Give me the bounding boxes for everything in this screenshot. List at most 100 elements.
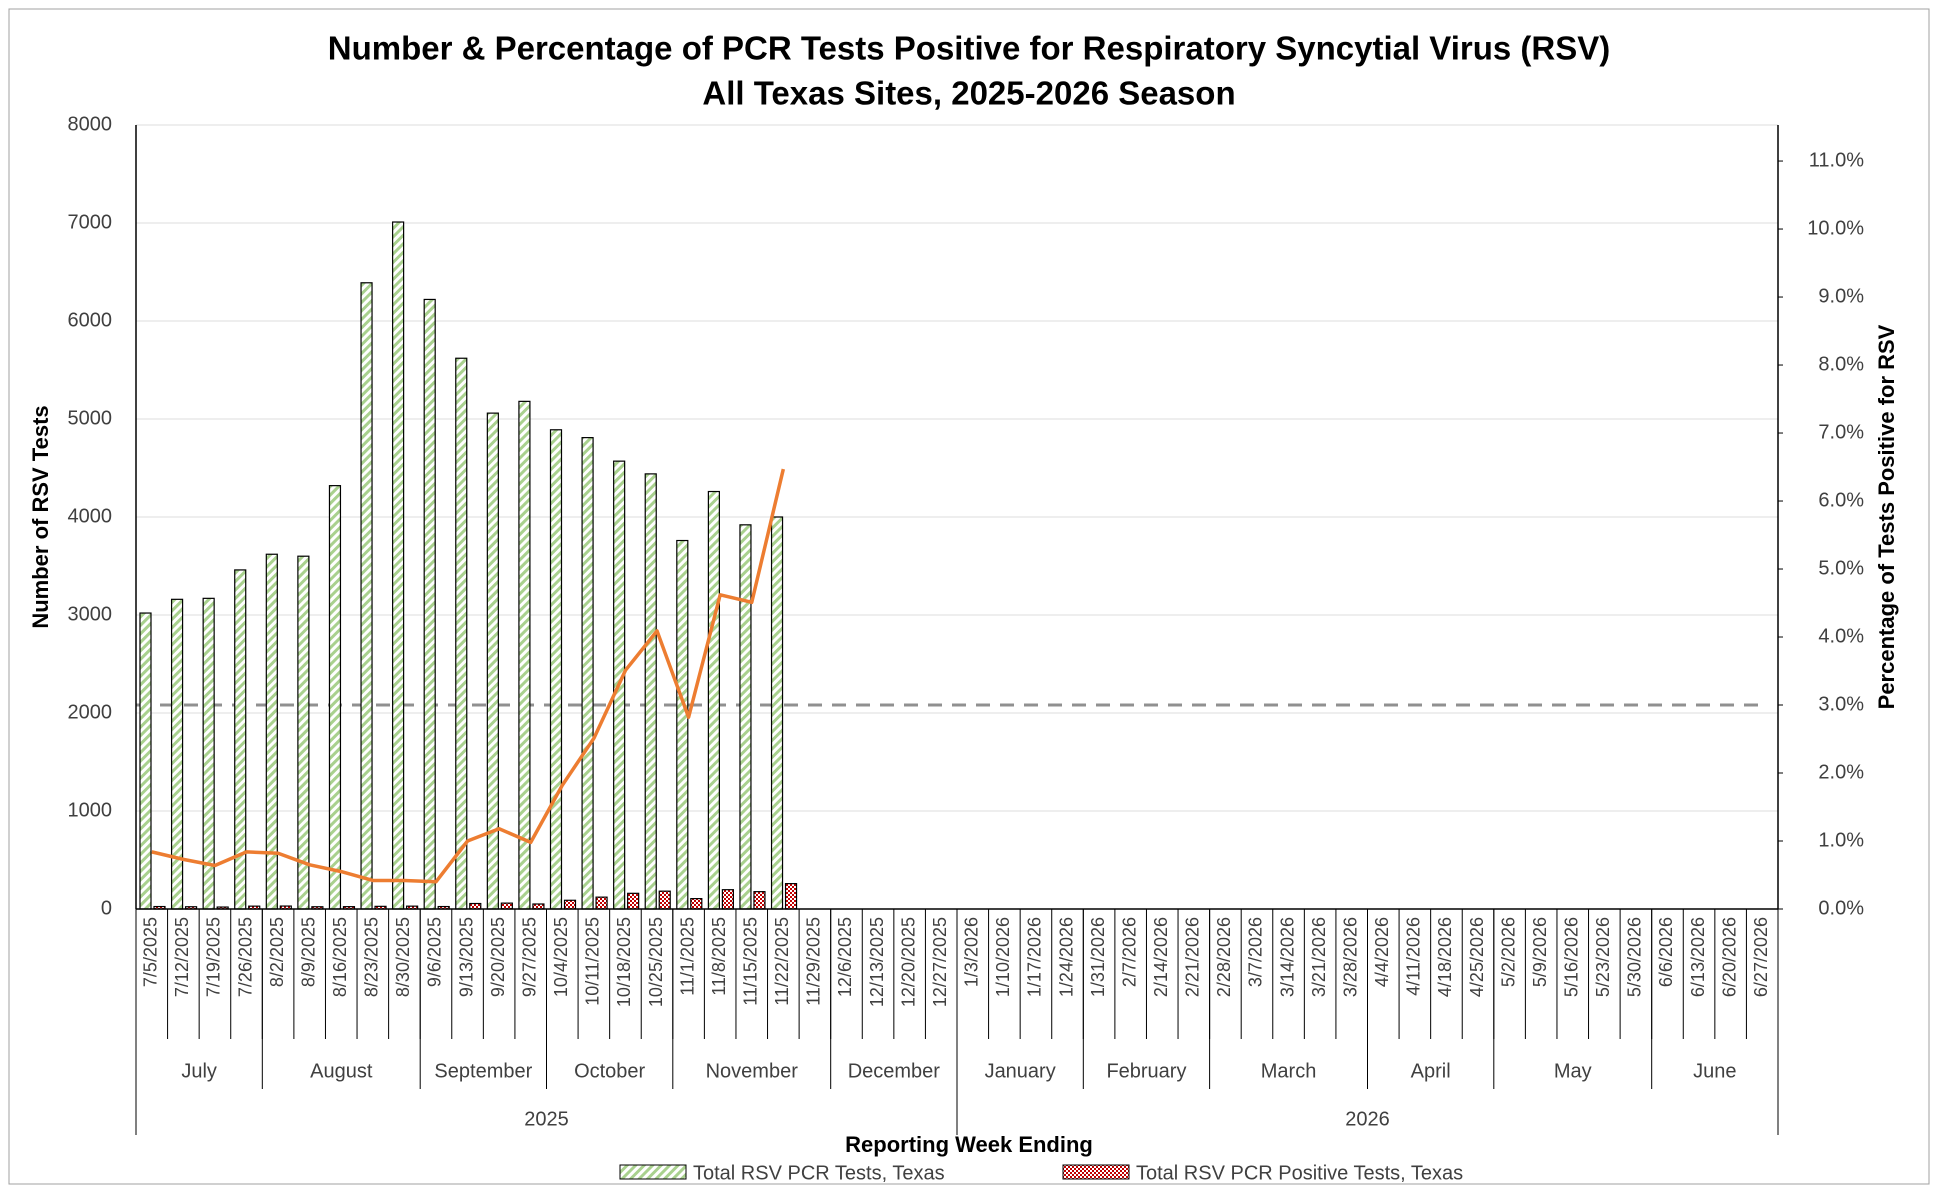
- x-tick-label: 10/18/2025: [614, 917, 634, 1007]
- x-tick-label: 10/4/2025: [551, 917, 571, 997]
- legend-label: Total RSV PCR Tests, Texas: [693, 1162, 945, 1184]
- x-tick-label: 5/23/2026: [1593, 917, 1613, 997]
- x-tick-label: 8/2/2025: [267, 917, 287, 987]
- bar: [297, 555, 310, 910]
- bar: [676, 539, 689, 910]
- chart-subtitle: All Texas Sites, 2025-2026 Season: [702, 75, 1235, 112]
- bar: [518, 400, 531, 910]
- x-tick-label: 7/26/2025: [235, 917, 255, 997]
- y2-tick-label: 3.0%: [1818, 693, 1864, 715]
- line: [151, 468, 786, 884]
- bar: [581, 437, 594, 910]
- x-tick-label: 10/11/2025: [583, 917, 603, 1006]
- y2-tick-label: 8.0%: [1818, 353, 1864, 375]
- x-tick-label: 3/14/2026: [1277, 917, 1297, 997]
- x-tick-label: 5/30/2026: [1625, 917, 1645, 997]
- x-axis-title: Reporting Week Ending: [845, 1132, 1093, 1157]
- x-tick-label: 12/27/2025: [930, 917, 950, 1007]
- y2-tick-label: 4.0%: [1818, 625, 1864, 647]
- month-label: November: [706, 1060, 799, 1082]
- x-tick-label: 7/19/2025: [204, 917, 224, 997]
- y-tick-label: 2000: [68, 701, 113, 723]
- bar: [707, 490, 720, 910]
- bar: [753, 891, 766, 910]
- bar: [595, 896, 608, 910]
- x-tick-label: 2/21/2026: [1183, 917, 1203, 997]
- y2-tick-label: 10.0%: [1807, 217, 1864, 239]
- x-tick-label: 3/21/2026: [1309, 917, 1329, 997]
- x-tick-label: 1/17/2026: [1025, 917, 1045, 997]
- x-tick-label: 12/20/2025: [898, 917, 918, 1007]
- x-tick-label: 12/13/2025: [867, 917, 887, 1007]
- bar: [549, 429, 563, 910]
- month-label: April: [1411, 1060, 1451, 1082]
- x-tick-label: 1/31/2026: [1088, 917, 1108, 997]
- y2-axis-title: Percentage of Tests Positive for RSV: [1874, 324, 1899, 709]
- month-label: July: [181, 1060, 217, 1082]
- x-tick-label: 5/9/2026: [1530, 917, 1550, 987]
- bar: [658, 890, 671, 910]
- bar: [469, 902, 482, 910]
- bar: [423, 298, 436, 910]
- year-label: 2026: [1345, 1108, 1390, 1130]
- y2-tick-label: 5.0%: [1818, 557, 1864, 579]
- x-tick-label: 5/16/2026: [1562, 917, 1582, 997]
- bar: [265, 553, 278, 910]
- y-tick-label: 4000: [68, 505, 113, 527]
- bar: [739, 524, 752, 910]
- x-tick-label: 3/7/2026: [1246, 917, 1266, 987]
- y2-tick-label: 1.0%: [1818, 829, 1864, 851]
- bar: [644, 473, 657, 910]
- x-tick-label: 1/3/2026: [962, 917, 982, 987]
- x-tick-label: 6/13/2026: [1688, 917, 1708, 997]
- bar: [486, 412, 499, 910]
- bar: [690, 898, 703, 910]
- legend-swatch: [619, 1164, 687, 1180]
- x-tick-label: 8/16/2025: [330, 917, 350, 997]
- y-axis-title: Number of RSV Tests: [28, 405, 53, 628]
- y-tick-label: 8000: [68, 113, 113, 135]
- x-tick-label: 2/7/2026: [1119, 917, 1139, 987]
- bar: [328, 485, 342, 910]
- month-label: August: [310, 1060, 373, 1082]
- bar: [784, 883, 798, 910]
- x-tick-label: 5/2/2026: [1498, 917, 1518, 987]
- month-label: December: [848, 1060, 941, 1082]
- y-tick-label: 1000: [68, 799, 113, 821]
- month-label: March: [1261, 1060, 1317, 1082]
- y-tick-label: 7000: [68, 211, 113, 233]
- y2-tick-label: 11.0%: [1809, 149, 1864, 171]
- bar: [360, 282, 373, 910]
- bar: [721, 889, 734, 910]
- x-tick-label: 8/9/2025: [298, 917, 318, 987]
- bar: [392, 221, 405, 910]
- month-label: May: [1554, 1060, 1592, 1082]
- y-tick-label: 3000: [68, 603, 113, 625]
- x-tick-label: 1/24/2026: [1056, 917, 1076, 997]
- x-tick-label: 8/23/2025: [362, 917, 382, 997]
- x-tick-label: 11/29/2025: [804, 917, 824, 1006]
- y2-tick-label: 6.0%: [1818, 489, 1864, 511]
- x-tick-label: 6/20/2026: [1719, 917, 1739, 997]
- x-tick-label: 12/6/2025: [835, 917, 855, 997]
- bar: [455, 357, 468, 910]
- y-tick-label: 0: [101, 897, 112, 919]
- month-label: June: [1693, 1060, 1736, 1082]
- bar: [770, 516, 784, 910]
- x-tick-label: 3/28/2026: [1340, 917, 1360, 997]
- y2-tick-label: 2.0%: [1818, 761, 1864, 783]
- x-tick-label: 4/18/2026: [1435, 917, 1455, 997]
- y2-tick-label: 7.0%: [1818, 421, 1864, 443]
- x-tick-label: 9/27/2025: [519, 917, 539, 997]
- x-tick-label: 7/5/2025: [141, 917, 161, 987]
- x-tick-label: 11/22/2025: [772, 917, 792, 1006]
- y-tick-label: 5000: [68, 407, 113, 429]
- x-tick-label: 6/27/2026: [1751, 917, 1771, 997]
- bar: [139, 612, 152, 910]
- x-tick-label: 4/25/2026: [1467, 917, 1487, 997]
- y2-tick-label: 0.0%: [1818, 897, 1864, 919]
- y2-tick-label: 9.0%: [1818, 285, 1864, 307]
- bar: [500, 902, 513, 910]
- month-label: January: [985, 1060, 1056, 1082]
